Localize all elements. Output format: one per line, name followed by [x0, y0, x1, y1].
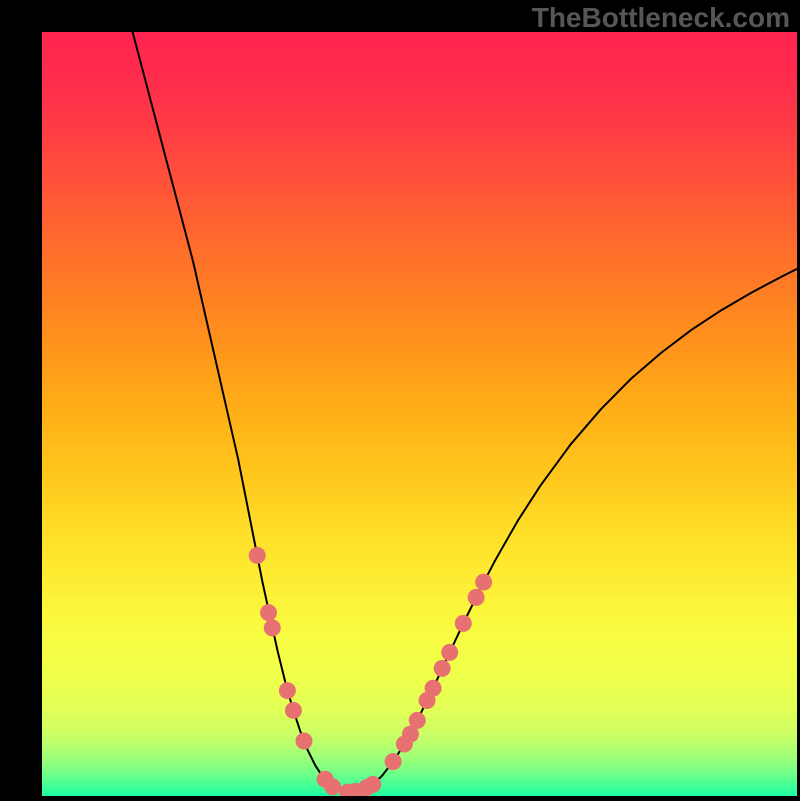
- watermark-text: TheBottleneck.com: [532, 2, 790, 34]
- data-marker: [285, 702, 302, 719]
- data-marker: [409, 712, 426, 729]
- plot-area: [42, 32, 797, 796]
- data-marker: [455, 615, 472, 632]
- chart-svg: [42, 32, 797, 796]
- data-marker: [279, 682, 296, 699]
- data-marker: [260, 604, 277, 621]
- data-marker: [385, 753, 402, 770]
- data-marker: [425, 680, 442, 697]
- data-marker: [364, 776, 381, 793]
- data-marker: [468, 589, 485, 606]
- data-marker: [434, 660, 451, 677]
- data-marker: [324, 778, 341, 795]
- data-marker: [264, 619, 281, 636]
- data-marker: [441, 644, 458, 661]
- gradient-background: [42, 32, 797, 796]
- data-marker: [249, 547, 266, 564]
- data-marker: [295, 732, 312, 749]
- data-marker: [475, 574, 492, 591]
